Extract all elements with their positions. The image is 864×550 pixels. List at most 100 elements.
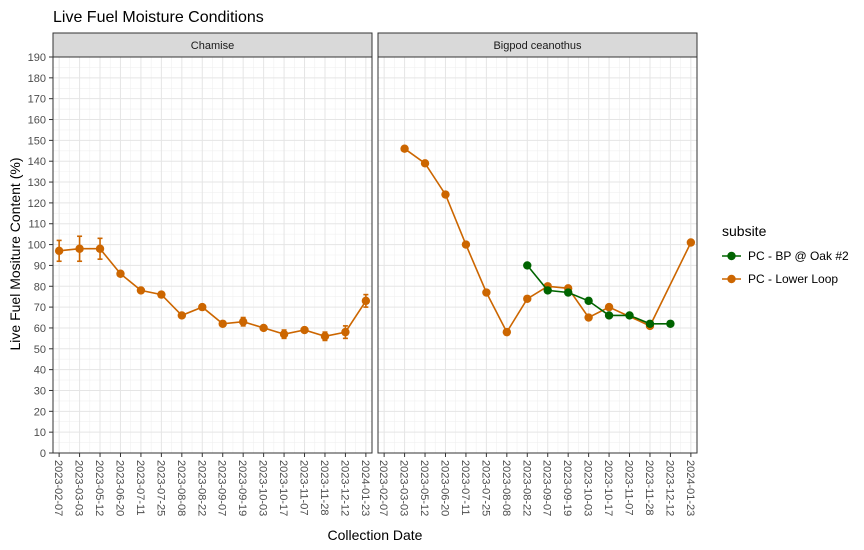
x-tick-label: 2023-10-03 xyxy=(582,460,594,516)
y-tick-label: 180 xyxy=(28,73,46,85)
y-tick-label: 40 xyxy=(34,365,46,377)
y-tick-label: 60 xyxy=(34,323,46,335)
data-point xyxy=(604,311,614,320)
y-tick-label: 80 xyxy=(34,281,46,293)
y-tick-label: 160 xyxy=(28,115,46,127)
data-point xyxy=(543,286,552,295)
x-tick-label: 2023-12-12 xyxy=(663,460,675,516)
y-tick-label: 150 xyxy=(28,135,46,147)
legend-title: subsite xyxy=(722,223,767,239)
x-tick-label: 2023-09-19 xyxy=(236,460,248,516)
x-tick-label: 2023-07-25 xyxy=(154,460,166,516)
x-tick-label: 2023-07-11 xyxy=(459,460,471,515)
x-tick-label: 2023-09-07 xyxy=(216,460,228,516)
data-point xyxy=(300,325,309,335)
facet-strip-label: Bigpod ceanothus xyxy=(493,40,582,52)
x-tick-label: 2023-06-20 xyxy=(439,460,451,516)
x-tick-label: 2023-09-19 xyxy=(561,460,573,516)
data-point xyxy=(218,319,227,328)
y-axis: 0 10 20 30 40 50 60 70 80 90 100 110 120 130 140 150 160… xyxy=(28,52,53,460)
x-tick-label: 2023-07-25 xyxy=(479,460,491,516)
facet-strip xyxy=(377,32,698,58)
legend-key-point xyxy=(727,274,736,284)
legend-item: PC - BP @ Oak #2 xyxy=(722,249,849,263)
data-point xyxy=(136,286,146,295)
data-point xyxy=(686,238,696,247)
x-tick-label: 2023-08-08 xyxy=(500,460,512,516)
x-tick-label: 2024-01-23 xyxy=(359,460,371,516)
data-point xyxy=(441,190,450,199)
data-point xyxy=(502,327,512,337)
series-pc-lower-loop xyxy=(54,235,371,342)
x-tick-label: 2023-12-12 xyxy=(338,460,350,516)
legend-label: PC - BP @ Oak #2 xyxy=(748,249,849,263)
x-tick-label: 2023-10-17 xyxy=(602,460,614,516)
x-tick-label: 2023-08-08 xyxy=(175,460,187,516)
data-point xyxy=(238,317,248,326)
series-pc-bp-oak-2 xyxy=(523,261,675,328)
y-tick-label: 140 xyxy=(28,156,46,168)
series-line xyxy=(59,247,367,338)
y-tick-label: 190 xyxy=(28,52,46,64)
y-tick-label: 70 xyxy=(34,302,46,314)
y-tick-label: 110 xyxy=(28,219,46,231)
x-tick-label: 2023-10-03 xyxy=(257,460,269,516)
x-tick-label: 2023-11-07 xyxy=(623,460,635,515)
y-tick-label: 10 xyxy=(34,427,46,439)
data-point xyxy=(54,246,64,256)
facet-strip xyxy=(52,32,373,58)
x-tick-label: 2023-03-03 xyxy=(398,460,410,516)
data-point xyxy=(198,302,207,312)
x-tick-label: 2023-09-07 xyxy=(541,460,553,516)
y-tick-label: 20 xyxy=(34,406,46,418)
data-point xyxy=(482,288,491,297)
legend: subsite PC - BP @ Oak #2 PC - Lower Loop xyxy=(722,223,849,286)
legend-key-point xyxy=(727,251,736,261)
y-tick-label: 170 xyxy=(28,94,46,106)
x-tick-label: 2023-07-11 xyxy=(134,460,146,515)
y-tick-label: 130 xyxy=(28,177,46,189)
data-point xyxy=(400,144,409,153)
legend-item: PC - Lower Loop xyxy=(722,272,838,286)
data-point xyxy=(461,240,471,249)
data-point xyxy=(279,330,289,339)
data-point xyxy=(420,159,430,168)
x-tick-label: 2023-11-28 xyxy=(318,460,330,515)
data-point xyxy=(604,302,614,312)
data-point xyxy=(645,319,655,328)
data-point xyxy=(320,332,330,341)
chart-title: Live Fuel Moisture Conditions xyxy=(53,9,264,26)
panel-border xyxy=(52,56,373,454)
data-point xyxy=(563,288,573,297)
data-point xyxy=(523,261,532,270)
y-tick-label: 90 xyxy=(34,260,46,272)
x-tick-label: 2023-10-17 xyxy=(277,460,289,516)
data-point xyxy=(361,296,371,306)
x-tick-label: 2023-11-28 xyxy=(643,460,655,515)
x-tick-label: 2023-05-12 xyxy=(93,460,105,516)
data-point xyxy=(584,313,593,322)
y-tick-label: 120 xyxy=(28,198,46,210)
data-point xyxy=(177,311,187,320)
data-point xyxy=(584,296,593,306)
data-point xyxy=(157,290,166,299)
data-point xyxy=(75,244,84,253)
x-tick-label: 2024-01-23 xyxy=(684,460,696,516)
facet-strip-label: Chamise xyxy=(191,40,234,52)
x-tick-label: 2023-05-12 xyxy=(418,460,430,516)
y-tick-label: 50 xyxy=(34,344,46,356)
facet-panels: Chamise 2023-02-07 2023-03-03 2023-05-12 202… xyxy=(52,32,698,516)
y-tick-label: 100 xyxy=(28,240,46,252)
data-point xyxy=(341,327,350,337)
x-tick-label: 2023-08-22 xyxy=(195,460,207,516)
data-point xyxy=(259,323,268,333)
data-point xyxy=(666,319,675,328)
y-tick-label: 30 xyxy=(34,385,46,397)
x-tick-label: 2023-06-20 xyxy=(114,460,126,516)
data-point xyxy=(625,311,634,320)
x-tick-label: 2023-11-07 xyxy=(298,460,310,515)
x-tick-label: 2023-08-22 xyxy=(520,460,532,516)
y-axis-title: Live Fuel Mositure Content (%) xyxy=(7,158,23,351)
legend-label: PC - Lower Loop xyxy=(748,272,838,286)
